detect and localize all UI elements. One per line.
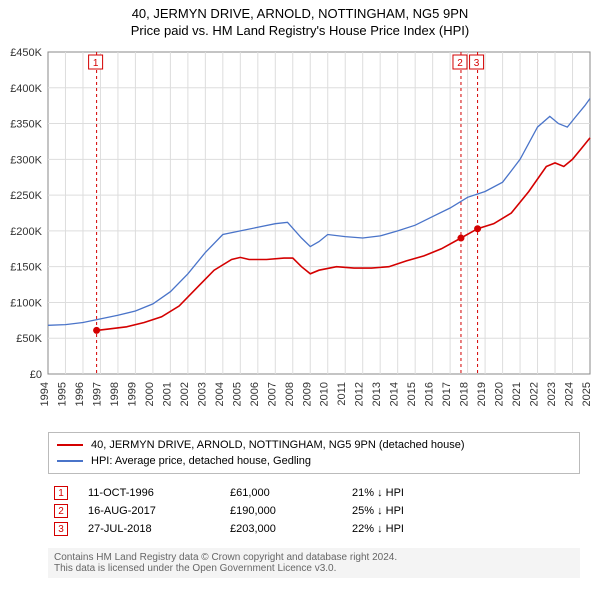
chart-container: { "header": { "title_line1": "40, JERMYN…: [0, 0, 600, 578]
x-tick-label: 2024: [564, 382, 576, 406]
legend: 40, JERMYN DRIVE, ARNOLD, NOTTINGHAM, NG…: [48, 432, 580, 474]
x-tick-label: 2003: [196, 382, 208, 406]
event-marker-icon: 3: [54, 522, 68, 536]
x-tick-label: 2019: [476, 382, 488, 406]
x-tick-label: 2005: [231, 382, 243, 406]
y-tick-label: £0: [30, 369, 42, 381]
event-row: 2 16-AUG-2017£190,00025% ↓ HPI: [48, 502, 580, 520]
y-tick-label: £50K: [16, 333, 42, 345]
x-tick-label: 2021: [511, 382, 523, 406]
footer-line-2: This data is licensed under the Open Gov…: [54, 563, 574, 574]
x-tick-label: 2015: [406, 382, 418, 406]
event-delta: 22% ↓ HPI: [346, 520, 580, 538]
x-tick-label: 2012: [354, 382, 366, 406]
footer-attribution: Contains HM Land Registry data © Crown c…: [48, 548, 580, 578]
event-marker-icon: 1: [54, 486, 68, 500]
y-tick-label: £250K: [10, 190, 42, 202]
x-tick-label: 1999: [126, 382, 138, 406]
event-delta: 21% ↓ HPI: [346, 484, 580, 502]
event-delta: 25% ↓ HPI: [346, 502, 580, 520]
x-tick-label: 2006: [249, 382, 261, 406]
x-tick-label: 2002: [179, 382, 191, 406]
legend-label: HPI: Average price, detached house, Gedl…: [91, 455, 311, 467]
legend-swatch: [57, 444, 83, 446]
event-row: 1 11-OCT-1996£61,00021% ↓ HPI: [48, 484, 580, 502]
event-price: £61,000: [224, 484, 346, 502]
x-tick-label: 1996: [74, 382, 86, 406]
x-tick-label: 2023: [546, 382, 558, 406]
chart-area: £0 £50K £100K £150K £200K £250K £300K £350K £400…: [0, 44, 600, 424]
x-tick-label: 2001: [161, 382, 173, 406]
title-line-1: 40, JERMYN DRIVE, ARNOLD, NOTTINGHAM, NG…: [0, 6, 600, 21]
x-tick-label: 1997: [91, 382, 103, 406]
event-marker-number: 2: [457, 58, 463, 69]
y-tick-label: £300K: [10, 154, 42, 166]
x-tick-label: 1995: [56, 382, 68, 406]
event-price: £203,000: [224, 520, 346, 538]
events-table: 1 11-OCT-1996£61,00021% ↓ HPI 2 16-AUG-2017…: [48, 484, 580, 538]
event-number: 2: [48, 502, 82, 520]
event-number: 1: [48, 484, 82, 502]
x-tick-label: 2020: [494, 382, 506, 406]
x-tick-label: 2017: [441, 382, 453, 406]
legend-item: 40, JERMYN DRIVE, ARNOLD, NOTTINGHAM, NG…: [57, 437, 571, 453]
y-tick-label: £150K: [10, 262, 42, 274]
event-date: 11-OCT-1996: [82, 484, 224, 502]
x-tick-label: 2000: [144, 382, 156, 406]
y-tick-label: £400K: [10, 83, 42, 95]
chart-titles: 40, JERMYN DRIVE, ARNOLD, NOTTINGHAM, NG…: [0, 0, 600, 38]
event-marker-icon: 2: [54, 504, 68, 518]
chart-svg: £0 £50K £100K £150K £200K £250K £300K £350K £400…: [0, 44, 600, 424]
event-price: £190,000: [224, 502, 346, 520]
x-tick-label: 2010: [319, 382, 331, 406]
y-tick-label: £350K: [10, 119, 42, 131]
x-tick-label: 2025: [581, 382, 593, 406]
event-number: 3: [48, 520, 82, 538]
x-tick-label: 2008: [284, 382, 296, 406]
y-tick-label: £450K: [10, 47, 42, 59]
legend-label: 40, JERMYN DRIVE, ARNOLD, NOTTINGHAM, NG…: [91, 439, 465, 451]
x-tick-label: 2016: [424, 382, 436, 406]
x-tick-label: 2009: [301, 382, 313, 406]
legend-swatch: [57, 460, 83, 462]
legend-item: HPI: Average price, detached house, Gedl…: [57, 453, 571, 469]
x-tick-label: 2022: [529, 382, 541, 406]
x-tick-label: 2011: [336, 382, 348, 406]
x-tick-label: 2014: [389, 382, 401, 406]
x-tick-label: 1998: [109, 382, 121, 406]
y-tick-label: £200K: [10, 226, 42, 238]
x-tick-label: 2018: [459, 382, 471, 406]
event-date: 16-AUG-2017: [82, 502, 224, 520]
x-tick-label: 2013: [371, 382, 383, 406]
x-tick-label: 2007: [266, 382, 278, 406]
event-marker-number: 1: [93, 58, 99, 69]
title-line-2: Price paid vs. HM Land Registry's House …: [0, 23, 600, 38]
event-row: 3 27-JUL-2018£203,00022% ↓ HPI: [48, 520, 580, 538]
y-tick-label: £100K: [10, 297, 42, 309]
event-date: 27-JUL-2018: [82, 520, 224, 538]
footer-line-1: Contains HM Land Registry data © Crown c…: [54, 552, 574, 563]
event-marker-number: 3: [474, 58, 480, 69]
x-tick-label: 2004: [214, 382, 226, 406]
x-tick-label: 1994: [39, 382, 51, 406]
